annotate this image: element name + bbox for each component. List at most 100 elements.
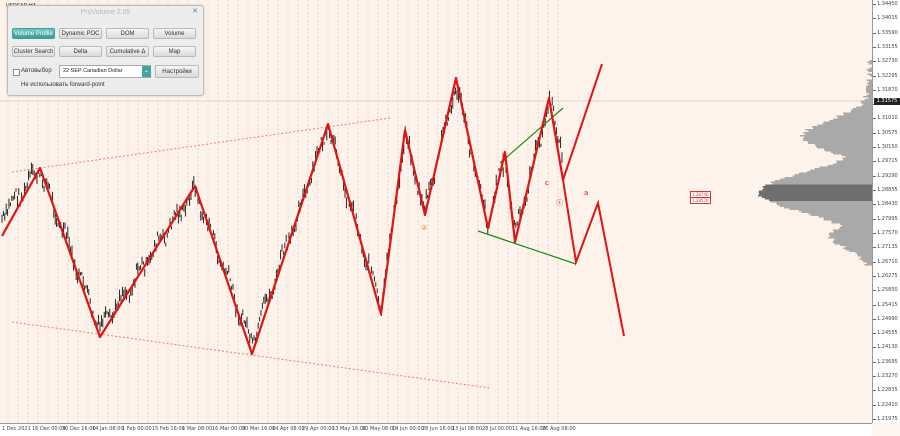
price-tick <box>873 118 876 120</box>
volume-profile-bar <box>810 214 872 216</box>
volume-profile-bar <box>819 166 872 168</box>
panel-button-cumulative[interactable]: Cumulative Δ <box>106 46 149 57</box>
settings-button[interactable]: Настройки <box>155 65 199 78</box>
time-label: 16 Mar 00:00 <box>212 426 246 432</box>
price-chart[interactable]: b a c ② ⓢ <box>0 0 872 423</box>
volume-profile-bar <box>832 163 872 165</box>
volume-profile-bar <box>777 204 872 206</box>
volume-profile-bar <box>864 264 872 266</box>
volume-profile-bar <box>762 186 872 188</box>
price-tick <box>873 75 876 77</box>
panel-button-dom[interactable]: DOM <box>106 28 149 39</box>
price-label: 1.29290 <box>877 172 898 179</box>
volume-profile-bar <box>789 208 872 210</box>
price-label: 1.32730 <box>877 58 898 65</box>
volume-profile-bar <box>807 171 872 173</box>
volume-profile-bar <box>855 252 872 254</box>
volume-profile-bar <box>831 222 872 224</box>
price-tick <box>873 46 876 48</box>
triangle-upper-line <box>499 107 564 164</box>
time-label: 1 Feb 00:00 <box>122 426 152 432</box>
panel-title: ProVolume 2.05 <box>80 9 131 16</box>
volume-profile-bar <box>807 141 872 143</box>
price-label: 1.23270 <box>877 373 898 380</box>
projection-up-line <box>562 63 603 181</box>
volume-profile-bar <box>863 96 872 98</box>
price-tick <box>873 175 876 177</box>
price-tick <box>873 404 876 406</box>
time-label: 28 Jul 00:00 <box>482 426 512 432</box>
volume-profile-bar <box>780 178 872 180</box>
price-tick <box>873 132 876 134</box>
volume-profile-bar <box>772 183 872 185</box>
volume-profile-bar <box>856 106 872 108</box>
price-tick <box>873 190 876 192</box>
panel-button-dynamic-poc[interactable]: Dynamic POC <box>59 28 102 39</box>
close-icon[interactable]: ✕ <box>192 8 198 15</box>
volume-profile-bar <box>817 147 872 149</box>
price-label: 1.31870 <box>877 86 898 93</box>
wave-zigzag-line <box>1 76 565 356</box>
volume-profile-bar <box>869 67 872 69</box>
price-label: 1.33590 <box>877 29 898 36</box>
volume-profile-bar <box>810 169 872 171</box>
volume-profile-bar <box>829 120 872 122</box>
price-tick <box>873 290 876 292</box>
volume-profile-bar <box>808 142 872 144</box>
volume-profile-bar <box>840 226 872 228</box>
price-axis[interactable]: 1.34450 1.34015 1.33590 1.33155 1.32730 1.322… <box>872 0 900 423</box>
price-tick <box>873 275 876 277</box>
price-label: 1.34450 <box>877 1 898 7</box>
volume-profile-bar <box>845 156 872 158</box>
volume-profile-bar <box>866 79 872 81</box>
volume-profile-bar <box>842 225 872 227</box>
panel-button-volume-profile[interactable]: Volume Profile <box>12 28 55 39</box>
price-tick <box>873 18 876 20</box>
wave-label-c: c <box>545 179 549 187</box>
price-label: 1.24555 <box>877 330 898 337</box>
current-price-marker: 1.31575 <box>874 98 900 105</box>
chevron-down-icon[interactable]: ⌄ <box>142 66 151 77</box>
time-label: 1 Mar 08:00 <box>182 426 213 432</box>
auto-select-checkbox[interactable] <box>13 69 20 76</box>
panel-button-map[interactable]: Map <box>153 46 196 57</box>
time-axis[interactable]: 1 Dec 2021 16 Dec 00:00 30 Dec 16:00 14 Jan… <box>0 423 872 436</box>
panel-button-cluster-search[interactable]: Cluster Search <box>12 46 55 57</box>
volume-profile-bar <box>827 165 872 167</box>
volume-profile-bar <box>769 199 872 201</box>
time-label: 28 Jun 16:00 <box>422 426 454 432</box>
price-tick <box>873 89 876 91</box>
forward-point-option[interactable]: Не использовать forward-point <box>21 82 105 88</box>
price-label: 1.28855 <box>877 187 898 194</box>
volume-profile-bar <box>822 123 872 125</box>
panel-button-delta[interactable]: Delta <box>59 46 102 57</box>
volume-profile-bar <box>805 129 872 131</box>
projection-down-line <box>562 179 625 337</box>
contract-select[interactable]: 22 SEP Canadian Dollar <box>59 65 151 78</box>
time-label: 26 Aug 08:00 <box>542 426 576 432</box>
price-label: 1.30150 <box>877 144 898 151</box>
price-label: 1.34015 <box>877 15 898 22</box>
volume-profile-bar <box>834 243 872 245</box>
volume-profile-bar <box>869 75 872 77</box>
volume-profile-bar <box>824 150 872 152</box>
volume-profile-bar <box>763 187 872 189</box>
volume-profile-bar <box>794 174 872 176</box>
volume-profile-bar <box>812 126 872 128</box>
volume-profile-bar <box>758 190 872 192</box>
time-label: 30 Mar 16:00 <box>242 426 276 432</box>
volume-profile-bar <box>803 139 872 141</box>
price-tick <box>873 32 876 34</box>
volume-profile-bar <box>801 211 872 213</box>
volume-profile-bar <box>861 102 872 104</box>
volume-profile-bar <box>868 93 872 95</box>
volume-profile-bar <box>784 177 872 179</box>
price-tick <box>873 376 876 378</box>
volume-profile-bar <box>866 262 872 264</box>
provolume-panel[interactable]: ProVolume 2.05 ✕ Volume Profile Dynamic P… <box>7 5 204 96</box>
panel-button-volume[interactable]: Volume <box>153 28 196 39</box>
time-label: 1 Dec 2021 <box>2 426 31 432</box>
price-tick <box>873 232 876 234</box>
volume-profile-bar <box>834 238 872 240</box>
price-tick <box>873 147 876 149</box>
